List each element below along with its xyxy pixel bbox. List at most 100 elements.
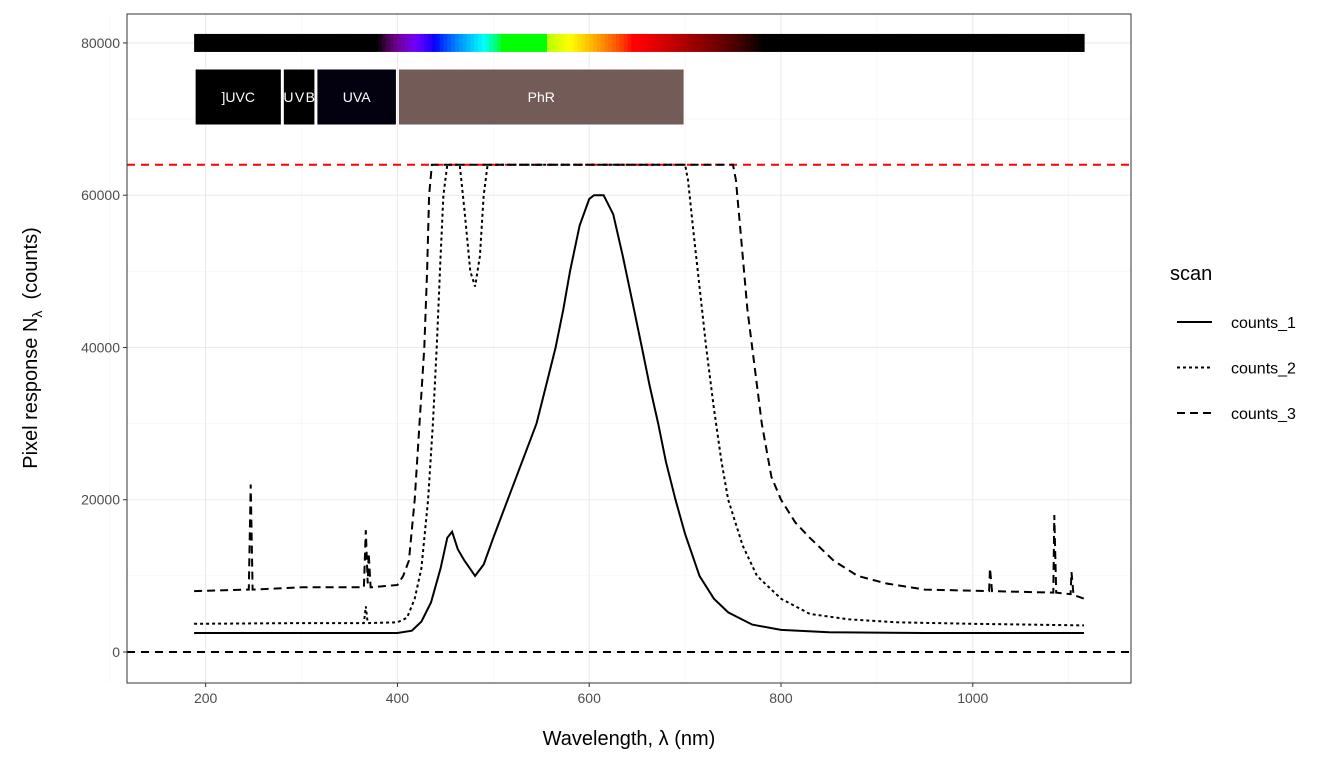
spectrum-segment: [558, 33, 563, 52]
spectrum-segment: [1049, 33, 1054, 52]
spectrum-segment: [754, 33, 759, 52]
spectrum-segment: [658, 33, 663, 52]
spectrum-segment: [355, 33, 360, 52]
spectrum-segment: [389, 33, 395, 52]
spectrum-segment: [842, 33, 847, 52]
spectrum-segment: [420, 33, 425, 52]
spectrum-segment: [293, 33, 299, 52]
spectrum-segment: [1072, 33, 1077, 52]
spectrum-segment: [500, 33, 506, 52]
spectrum-segment: [968, 33, 974, 52]
spectrum-segment: [650, 33, 656, 52]
spectrum-segment: [290, 33, 295, 52]
spectrum-segment: [742, 33, 748, 52]
spectrum-segment: [197, 33, 203, 52]
spectrum-segment: [673, 33, 679, 52]
spectrum-segment: [857, 33, 863, 52]
spectrum-segment: [274, 33, 280, 52]
spectrum-segment: [458, 33, 464, 52]
spectrum-segment: [635, 33, 640, 52]
spectrum-segment: [550, 33, 556, 52]
spectrum-segment: [251, 33, 257, 52]
spectrum-segment: [965, 33, 970, 52]
spectrum-segment: [907, 33, 913, 52]
legend-label: counts_2: [1231, 361, 1296, 378]
spectrum-segment: [305, 33, 310, 52]
spectrum-segment: [961, 33, 966, 52]
spectrum-segment: [642, 33, 648, 52]
spectrum-segment: [692, 33, 698, 52]
spectrum-segment: [282, 33, 287, 52]
spectrum-segment: [769, 33, 774, 52]
spectrum-segment: [765, 33, 771, 52]
spectrum-segment: [255, 33, 260, 52]
spectrum-segment: [220, 33, 226, 52]
spectrum-segment: [470, 33, 475, 52]
x-axis-title: Wavelength, λ (nm): [543, 728, 716, 750]
spectrum-segment: [639, 33, 644, 52]
spectrum-segment: [451, 33, 456, 52]
spectrum-segment: [416, 33, 422, 52]
spectrum-segment: [976, 33, 982, 52]
series-counts_2: [194, 163, 1085, 627]
x-tick-label: 800: [769, 690, 793, 706]
spectrum-segment: [627, 33, 632, 52]
x-tick-label: 600: [578, 690, 602, 706]
spectrum-segment: [570, 33, 575, 52]
spectrum-segment: [853, 33, 859, 52]
legend: scan counts_1 counts_2 counts_3: [1170, 263, 1296, 423]
spectrum-segment: [780, 33, 786, 52]
spectrum-segment: [608, 33, 613, 52]
spectrum-segment: [773, 33, 778, 52]
spectrum-segment: [316, 33, 322, 52]
spectrum-segment: [412, 33, 418, 52]
spectrum-segment: [984, 33, 989, 52]
spectrum-segment: [577, 33, 583, 52]
spectrum-segment: [788, 33, 794, 52]
spectrum-segment: [259, 33, 264, 52]
x-tick-label: 200: [194, 690, 218, 706]
spectrum-segment: [324, 33, 329, 52]
spectrum-segment: [942, 33, 947, 52]
spectrum-segment: [738, 33, 744, 52]
spectrum-segment: [731, 33, 736, 52]
spectrum-segment: [240, 33, 245, 52]
waveband-uvb: [282, 68, 316, 126]
spectrum-segment: [704, 33, 709, 52]
spectrum-segment: [320, 33, 326, 52]
spectrum-segment: [366, 33, 372, 52]
spectrum-segment: [757, 33, 763, 52]
spectrum-segment: [243, 33, 249, 52]
spectrum-segment: [953, 33, 959, 52]
spectrum-segment: [892, 33, 897, 52]
y-axis-title: Pixel response Nλ (counts): [20, 227, 45, 469]
spectrum-segment: [827, 33, 832, 52]
spectrum-segment: [800, 33, 805, 52]
spectrum-segment: [938, 33, 943, 52]
spectrum-segment: [462, 33, 468, 52]
spectrum-segment: [286, 33, 291, 52]
spectrum-segment: [623, 33, 629, 52]
spectrum-segment: [1018, 33, 1024, 52]
spectrum-segment: [995, 33, 1001, 52]
spectrum-segment: [811, 33, 817, 52]
spectrum-segment: [485, 33, 491, 52]
spectrum-segment: [930, 33, 936, 52]
spectrum-segment: [527, 33, 533, 52]
spectrum-segment: [278, 33, 283, 52]
spectrum-segment: [869, 33, 874, 52]
spectrum-segment: [688, 33, 694, 52]
spectrum-segment: [263, 33, 268, 52]
spectrum-segment: [359, 33, 364, 52]
spectrum-segment: [439, 33, 445, 52]
spectrum-segment: [508, 33, 514, 52]
spectrum-segment: [573, 33, 579, 52]
spectrum-segment: [481, 33, 487, 52]
spectrum-segment: [819, 33, 824, 52]
series-counts_1: [194, 194, 1084, 634]
grid: [109, 14, 1131, 683]
spectrum-segment: [708, 33, 713, 52]
spectrum-segment: [566, 33, 571, 52]
y-tick-label: 60000: [81, 187, 120, 203]
y-tick-label: 80000: [81, 35, 120, 51]
